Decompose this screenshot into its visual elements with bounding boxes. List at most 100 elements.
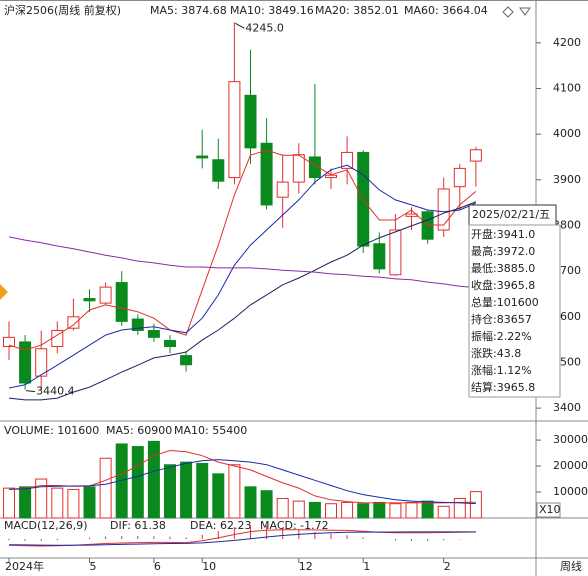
volume-bar	[405, 501, 418, 519]
candle-body	[276, 181, 289, 198]
volume-bar	[164, 464, 176, 519]
x-tick-label: 10	[202, 560, 216, 573]
period-label: 周线	[560, 559, 582, 573]
panel-legend: MA5: 60900	[106, 424, 172, 437]
candle-body	[180, 355, 193, 366]
toggle-icon[interactable]	[502, 6, 514, 18]
tooltip-row: 开盘:3941.0	[471, 227, 535, 241]
volume-bar	[67, 488, 80, 519]
candle-body	[115, 282, 128, 322]
tooltip-row: 最低:3885.0	[471, 262, 535, 275]
candle-body	[83, 298, 96, 302]
tooltip-box	[468, 224, 561, 398]
y-tick-label: 3900	[553, 173, 581, 186]
indicator-line	[8, 201, 477, 401]
x-tick-label: 12	[299, 560, 313, 573]
x-tick-label: 1	[363, 560, 370, 573]
candle-body	[308, 156, 321, 179]
volume-bar	[147, 440, 160, 519]
x-tick-label: 6	[154, 560, 161, 573]
unit-box	[536, 502, 561, 518]
volume-bar	[35, 478, 48, 519]
candle-body	[131, 318, 144, 332]
volume-bar	[389, 503, 402, 519]
candle-body	[196, 155, 209, 159]
volume-bar	[83, 486, 96, 519]
indicator-line	[8, 529, 476, 547]
volume-bar	[357, 503, 370, 519]
candle-body	[437, 188, 450, 231]
candle-body	[164, 340, 176, 347]
y-tick-label: 3400	[553, 401, 581, 414]
side-marker	[0, 284, 8, 300]
candle-body	[147, 330, 160, 338]
panel-legend: VOLUME: 101600	[4, 424, 99, 437]
annotation-arrow	[26, 390, 36, 393]
volume-bar	[341, 501, 354, 519]
volume-bar	[19, 486, 32, 519]
y-tick-label: 4000	[553, 127, 581, 140]
candle-body	[67, 316, 80, 329]
candle-body	[99, 286, 112, 304]
candle-body	[453, 167, 466, 188]
volume-bar	[212, 473, 225, 519]
annotation-arrow	[235, 22, 245, 29]
panel-legend: MA10: 55400	[174, 424, 247, 437]
indicator-line	[8, 459, 476, 505]
candle-body	[373, 243, 386, 270]
indicator-line	[8, 531, 476, 546]
y-tick-label: 30000	[553, 433, 588, 446]
candle-body	[19, 341, 32, 384]
candle-body	[35, 348, 48, 377]
panel-legend: MACD(12,26,9)	[4, 519, 88, 532]
volume-bar	[373, 501, 386, 519]
x-tick-label: 2024年	[5, 559, 44, 573]
annotation-label: 4245.0	[245, 21, 284, 34]
candle-body	[228, 81, 241, 179]
tooltip-row: 振幅:2.22%	[471, 329, 532, 343]
unit-label: X10	[539, 503, 561, 516]
indicator-line	[8, 236, 476, 289]
candle-body	[260, 142, 273, 206]
panel-legend: MA5: 3874.68	[150, 4, 227, 17]
volume-bar	[99, 457, 112, 519]
tooltip-date: 2025/02/21/五	[472, 208, 550, 221]
panel-legend: MA60: 3664.04	[404, 4, 488, 17]
y-tick-label: 4200	[553, 36, 581, 49]
volume-bar	[115, 443, 128, 519]
volume-bar	[325, 503, 337, 519]
volume-bar	[308, 501, 321, 519]
volume-bar	[260, 490, 273, 519]
tooltip-row: 总量:101600	[471, 295, 539, 309]
panel-legend: DIF: 61.38	[110, 519, 166, 532]
tooltip-row: 结算:3965.8	[471, 380, 535, 394]
volume-bar	[244, 486, 257, 519]
menu-icon[interactable]	[519, 7, 531, 16]
x-tick-label: 2	[444, 560, 451, 573]
volume-bar	[421, 500, 434, 519]
annotation-label: 3440.4	[36, 385, 75, 398]
volume-bar	[276, 498, 289, 519]
volume-bar	[469, 491, 482, 519]
volume-bar	[131, 446, 144, 519]
volume-bar	[196, 462, 209, 519]
panel-legend: MA10: 3849.16	[230, 4, 314, 17]
tooltip-row: 最高:3972.0	[471, 244, 535, 258]
volume-bar	[437, 505, 450, 519]
candle-body	[325, 174, 337, 179]
x-tick-label: 5	[90, 560, 97, 573]
tooltip-row: 收盘:3965.8	[471, 278, 535, 292]
volume-bar	[453, 498, 466, 519]
volume-bar	[228, 464, 241, 519]
indicator-line	[8, 149, 477, 351]
y-tick-label: 10000	[553, 485, 588, 498]
tooltip-row: 涨幅:1.12%	[471, 364, 532, 377]
panel-legend: DEA: 62.23	[190, 519, 251, 532]
y-tick-label: 20000	[553, 459, 588, 472]
panel-legend: MA20: 3852.01	[315, 4, 399, 17]
volume-bar	[51, 487, 64, 519]
candle-body	[244, 94, 257, 149]
volume-bar	[180, 461, 193, 519]
candle-body	[405, 213, 418, 217]
